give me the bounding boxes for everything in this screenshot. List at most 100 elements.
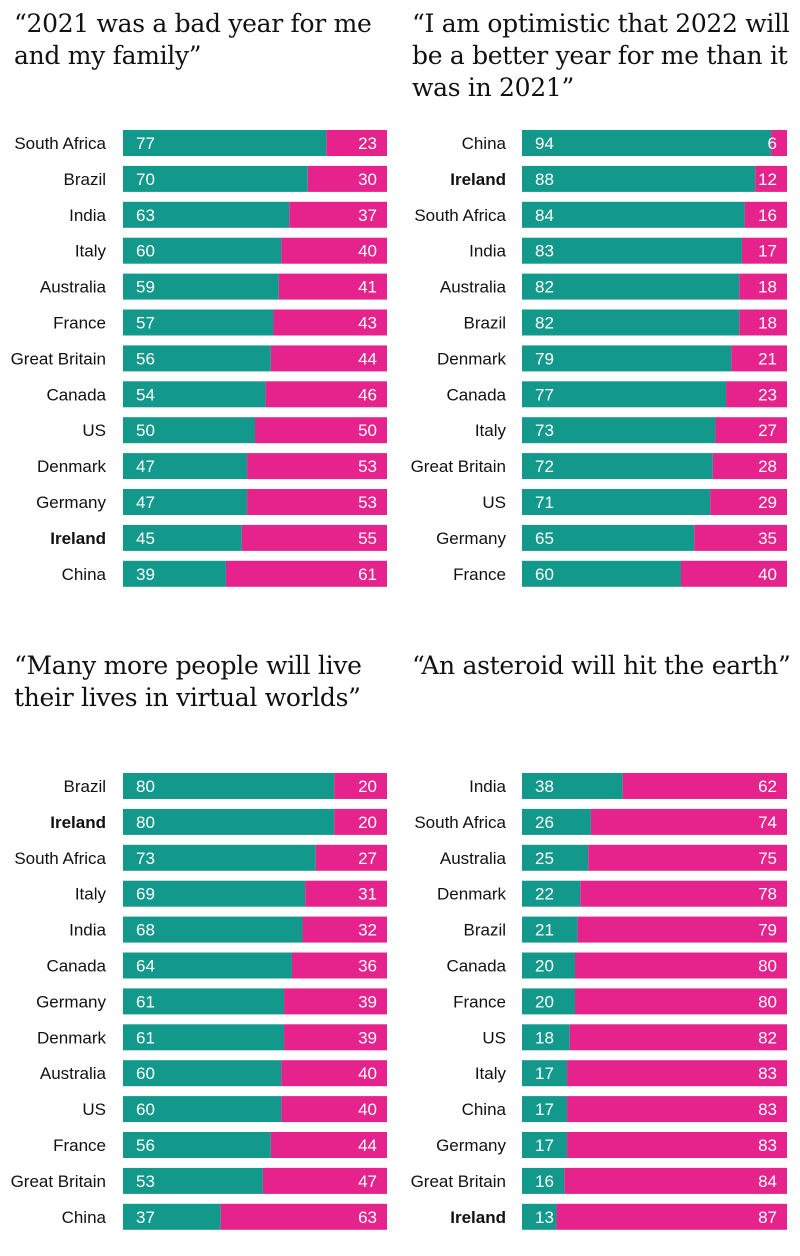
bar-disagree — [715, 417, 787, 444]
value-label-disagree: 55 — [358, 529, 377, 548]
bar-disagree — [326, 130, 387, 156]
bar-agree — [123, 130, 327, 156]
value-label-disagree: 83 — [758, 1100, 777, 1119]
bar-disagree — [334, 773, 387, 799]
bar-disagree — [712, 453, 787, 480]
value-label-disagree: 46 — [358, 385, 377, 404]
bar-disagree — [726, 381, 787, 408]
bar-disagree — [265, 381, 387, 408]
value-label-disagree: 21 — [758, 349, 777, 368]
bar-disagree — [755, 165, 787, 192]
bar-agree — [522, 309, 740, 336]
value-label-agree: 80 — [136, 777, 155, 796]
country-label: Germany — [36, 493, 106, 512]
value-label-agree: 60 — [136, 1064, 155, 1083]
value-label-agree: 39 — [136, 565, 155, 584]
bar-disagree — [580, 880, 787, 907]
country-label: India — [469, 777, 506, 796]
bar-agree — [123, 237, 282, 264]
country-label: Germany — [36, 992, 106, 1011]
bar-agree — [522, 237, 742, 264]
value-label-agree: 73 — [136, 849, 155, 868]
country-label: China — [462, 1100, 507, 1119]
country-label: China — [462, 134, 507, 153]
bar-disagree — [291, 952, 387, 979]
value-label-agree: 56 — [136, 349, 155, 368]
bar-disagree — [731, 345, 787, 372]
value-label-disagree: 79 — [758, 921, 777, 940]
bar-disagree — [681, 560, 787, 587]
chart-1-title: “2021 was a bad year for me and my famil… — [14, 9, 372, 70]
bar-disagree — [302, 916, 387, 943]
value-label-agree: 60 — [535, 565, 554, 584]
bar-agree — [123, 1096, 282, 1123]
country-label: France — [453, 992, 506, 1011]
value-label-agree: 21 — [535, 921, 554, 940]
country-label: Ireland — [50, 813, 106, 832]
country-label: US — [482, 1028, 506, 1047]
bar-disagree — [739, 309, 787, 336]
bar-agree — [123, 1167, 263, 1194]
bar-agree — [123, 309, 274, 336]
bar-disagree — [270, 1132, 387, 1158]
value-label-disagree: 74 — [758, 813, 777, 832]
value-label-disagree: 40 — [358, 242, 377, 261]
bar-agree — [522, 489, 711, 515]
bar-disagree — [255, 417, 387, 444]
country-label: Denmark — [437, 885, 506, 904]
bar-disagree — [247, 489, 387, 515]
value-label-agree: 77 — [535, 385, 554, 404]
chart-4-title: “An asteroid will hit the earth” — [412, 651, 791, 680]
country-label: Denmark — [37, 1028, 106, 1047]
country-label: South Africa — [14, 849, 106, 868]
value-label-agree: 61 — [136, 1028, 155, 1047]
value-label-disagree: 62 — [758, 777, 777, 796]
bar-agree — [123, 1132, 271, 1158]
value-label-disagree: 44 — [358, 1136, 377, 1155]
bar-disagree — [220, 1203, 387, 1230]
value-label-agree: 82 — [535, 314, 554, 333]
bar-disagree — [588, 844, 787, 871]
bar-disagree — [741, 237, 787, 264]
value-label-disagree: 84 — [758, 1172, 777, 1191]
value-label-agree: 47 — [136, 457, 155, 476]
value-label-disagree: 6 — [768, 134, 777, 153]
bar-disagree — [744, 201, 787, 228]
country-label: Denmark — [437, 349, 506, 368]
country-label: Italy — [475, 1064, 507, 1083]
country-label: Denmark — [37, 457, 106, 476]
country-label: Great Britain — [411, 1172, 506, 1191]
value-label-disagree: 50 — [358, 421, 377, 440]
country-label: US — [82, 1100, 106, 1119]
value-label-disagree: 40 — [358, 1100, 377, 1119]
country-label: Germany — [436, 529, 506, 548]
value-label-agree: 71 — [535, 493, 554, 512]
value-label-disagree: 32 — [358, 921, 377, 940]
bar-disagree — [739, 273, 787, 300]
value-label-disagree: 61 — [358, 565, 377, 584]
bar-agree — [522, 381, 727, 408]
country-label: US — [82, 421, 106, 440]
country-label: Canada — [446, 957, 506, 976]
bar-disagree — [622, 773, 787, 799]
bar-agree — [522, 273, 740, 300]
country-label: France — [53, 314, 106, 333]
bar-disagree — [334, 808, 387, 835]
value-label-disagree: 37 — [358, 206, 377, 225]
value-label-agree: 25 — [535, 849, 554, 868]
chart-3-title: “Many more people will live their lives … — [14, 651, 362, 712]
bar-agree — [123, 560, 226, 587]
country-label: Great Britain — [11, 349, 106, 368]
bar-agree — [123, 381, 266, 408]
bar-agree — [123, 524, 242, 551]
country-label: Canada — [446, 385, 506, 404]
bar-agree — [123, 201, 290, 228]
bar-agree — [123, 808, 335, 835]
value-label-agree: 60 — [136, 242, 155, 261]
value-label-disagree: 20 — [358, 813, 377, 832]
country-label: Ireland — [50, 529, 106, 548]
value-label-agree: 47 — [136, 493, 155, 512]
country-label: Germany — [436, 1136, 506, 1155]
bar-agree — [522, 880, 581, 907]
value-label-disagree: 16 — [758, 206, 777, 225]
